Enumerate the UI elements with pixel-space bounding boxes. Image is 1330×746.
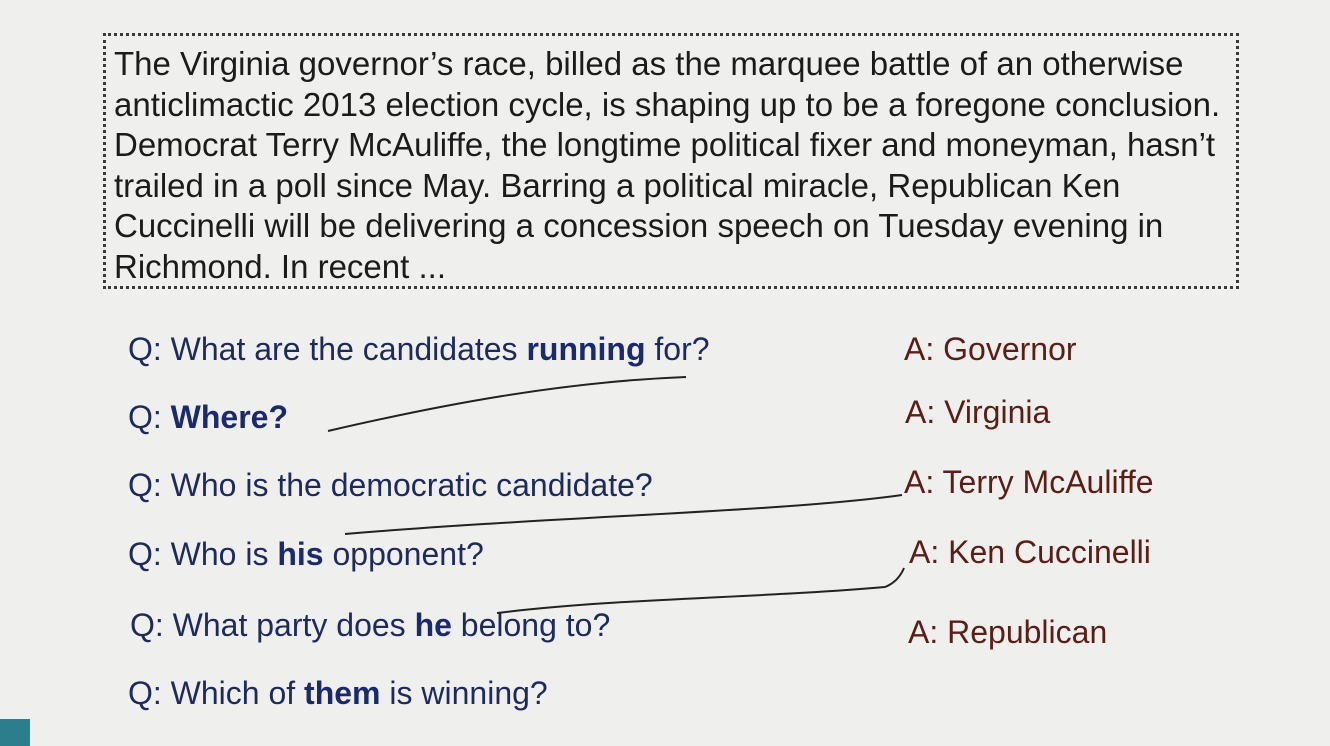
link-opponent-he	[496, 567, 905, 614]
corner-block	[0, 719, 30, 746]
answer-5: A: Republican	[908, 614, 1108, 650]
question-1: Q: What are the candidates running for?	[128, 331, 710, 368]
question-1-keyword: running	[526, 331, 646, 367]
question-5-text: Q: What party does	[130, 607, 415, 643]
question-5-text-end: belong to?	[451, 607, 611, 643]
question-6-text-end: is winning?	[380, 675, 548, 711]
question-6-text: Q: Which of	[128, 675, 305, 711]
answer-2: A: Virginia	[905, 394, 1051, 430]
question-4: Q: Who is his opponent?	[128, 536, 484, 573]
question-5: Q: What party does he belong to?	[130, 607, 610, 644]
question-4-keyword: his	[277, 536, 324, 572]
question-1-text-end: for?	[645, 331, 710, 367]
passage-box: The Virginia governor’s race, billed as …	[103, 33, 1239, 289]
answer-3: A: Terry McAuliffe	[904, 464, 1154, 500]
question-4-text-end: opponent?	[323, 536, 484, 572]
question-2-keyword: Where?	[170, 399, 289, 435]
question-5-keyword: he	[414, 607, 452, 643]
question-3-text: Q: Who is the democratic candidate?	[128, 467, 653, 503]
question-1-text: Q: What are the candidates	[128, 331, 527, 367]
link-running-where	[327, 376, 687, 432]
question-6: Q: Which of them is winning?	[128, 675, 548, 712]
answer-4: A: Ken Cuccinelli	[909, 534, 1151, 570]
question-4-text: Q: Who is	[128, 536, 278, 572]
question-6-keyword: them	[304, 675, 381, 711]
answer-1: A: Governor	[904, 331, 1077, 367]
passage-text: The Virginia governor’s race, billed as …	[114, 45, 1221, 285]
question-2: Q: Where?	[128, 399, 288, 436]
question-3: Q: Who is the democratic candidate?	[128, 467, 653, 504]
link-democratic-candidate-his	[344, 494, 903, 535]
question-2-text: Q:	[128, 399, 171, 435]
